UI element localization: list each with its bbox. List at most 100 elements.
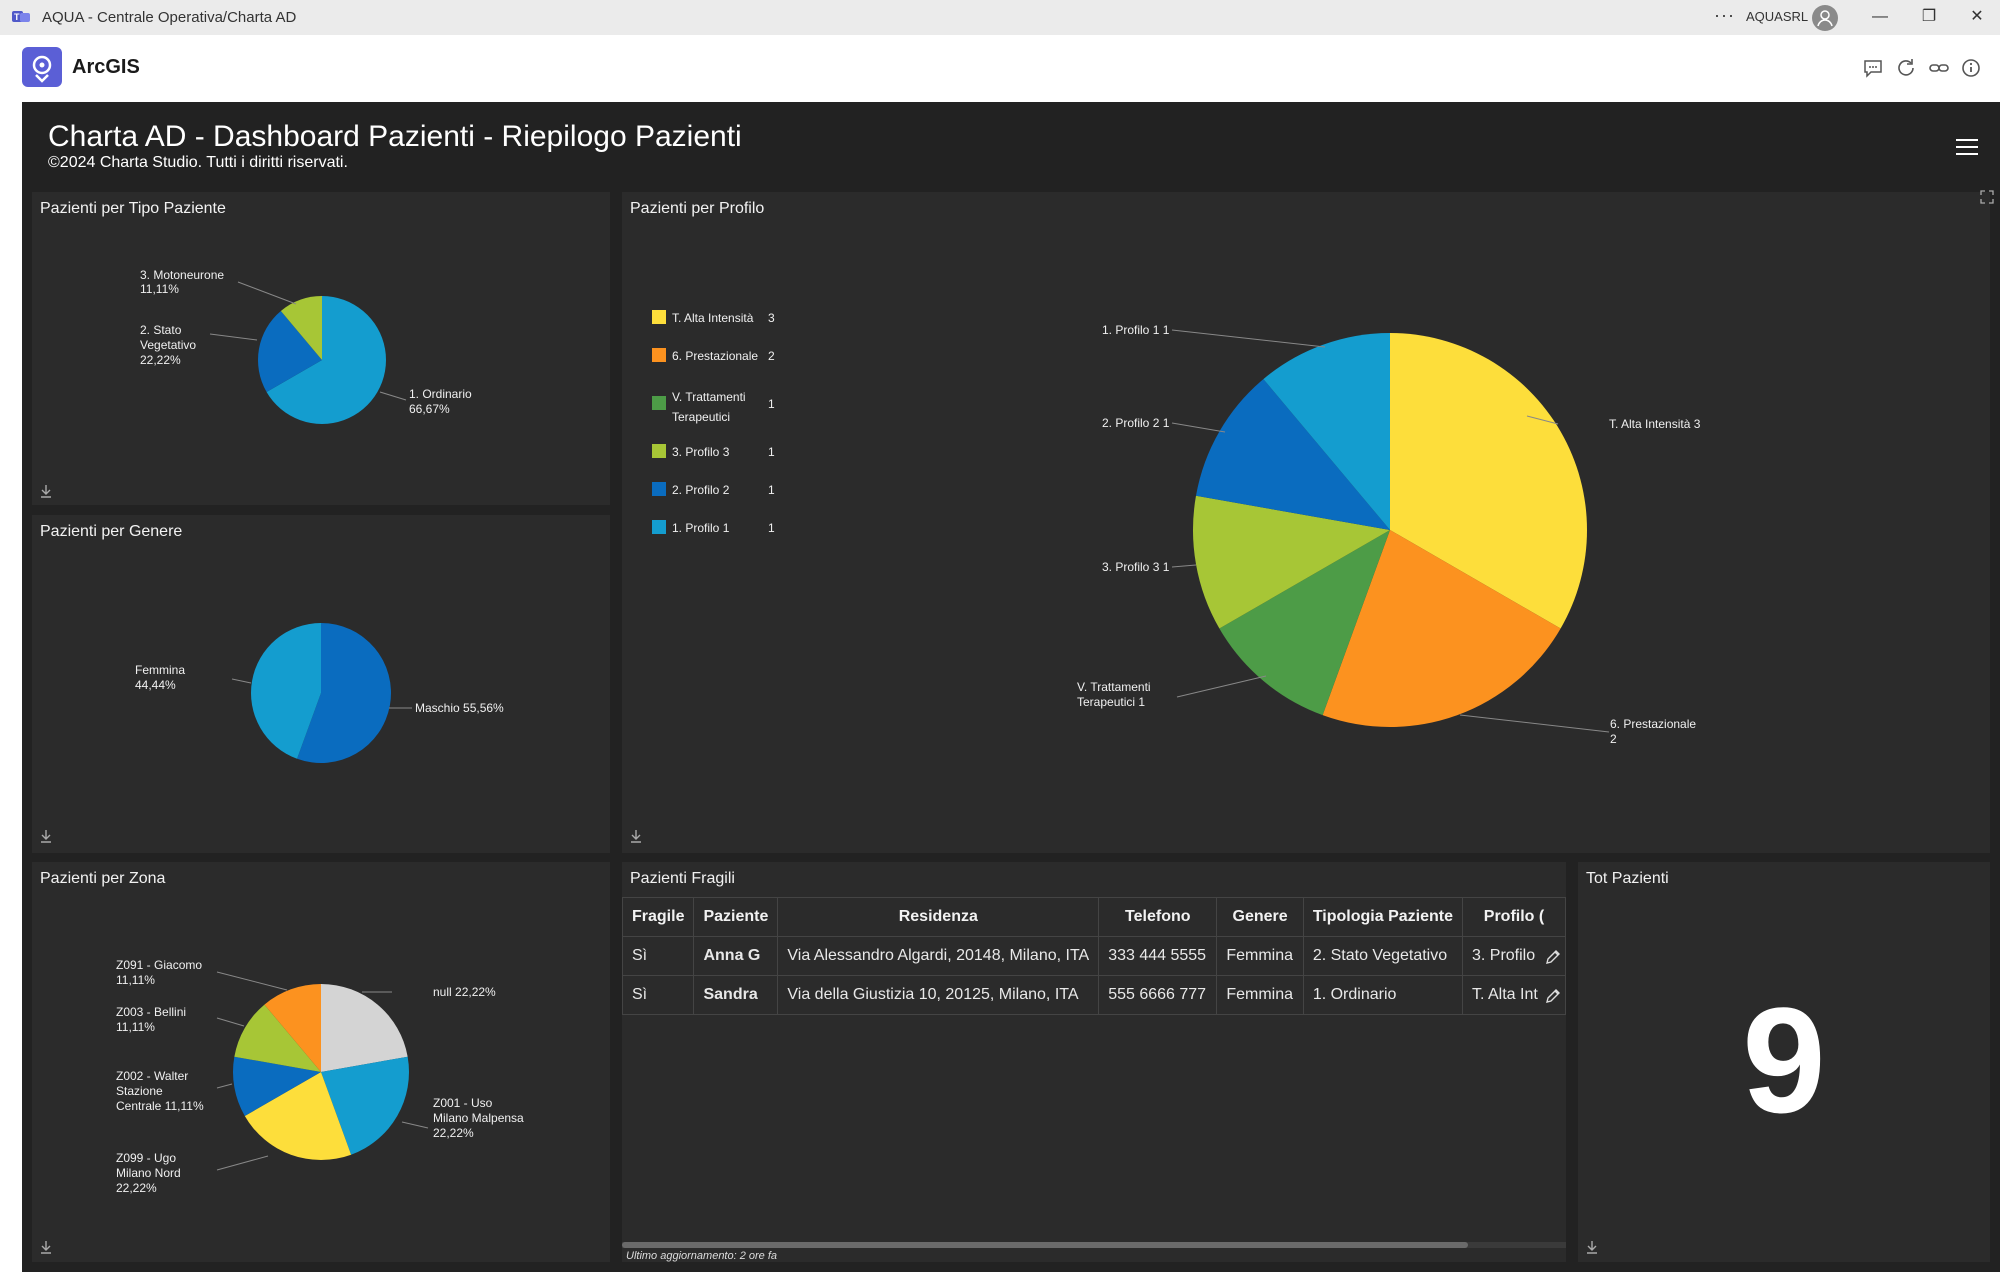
scrollbar-thumb[interactable]	[622, 1242, 1468, 1248]
pie-slice[interactable]	[297, 623, 392, 763]
info-icon[interactable]	[1960, 57, 1982, 79]
total-patients-value: 9	[1742, 976, 1826, 1144]
leader-line	[1171, 329, 1326, 348]
pie-slice[interactable]	[321, 1056, 409, 1155]
pie-slice[interactable]	[232, 1056, 321, 1116]
pie-label: 1. Ordinario 66,67%	[409, 387, 472, 416]
pie-slice[interactable]	[1219, 530, 1390, 716]
patients-table: Fragile Paziente Residenza Telefono Gene…	[622, 897, 1566, 1015]
pie-slice[interactable]	[258, 310, 322, 392]
window-title: AQUA - Centrale Operativa/Charta AD	[42, 9, 297, 26]
table-row[interactable]: Sì Anna G Via Alessandro Algardi, 20148,…	[622, 936, 1566, 976]
pie-slice[interactable]	[1390, 333, 1587, 629]
edit-pencil-icon[interactable]	[1545, 949, 1561, 965]
cell-genere: Femmina	[1216, 936, 1304, 976]
legend-item[interactable]: 2. Profilo 2 1	[652, 482, 775, 497]
pie-label: Femmina 44,44%	[135, 663, 185, 692]
pie-label: Z003 - Bellini 11,11%	[116, 1005, 186, 1034]
refresh-icon[interactable]	[1895, 57, 1917, 79]
link-icon[interactable]	[1928, 57, 1950, 79]
dashboard-subtitle: ©2024 Charta Studio. Tutti i diritti ris…	[48, 154, 348, 171]
pie-slice[interactable]	[1195, 379, 1390, 530]
legend-item[interactable]: V. Trattamenti Terapeutici 1	[652, 390, 775, 424]
pie-slice[interactable]	[251, 623, 321, 759]
legend-label: 6. Prestazionale	[672, 349, 758, 363]
column-header[interactable]: Fragile	[622, 897, 695, 937]
column-header[interactable]: Telefono	[1098, 897, 1218, 937]
cell-profilo-text: 3. Profilo	[1471, 947, 1536, 964]
download-icon[interactable]	[40, 829, 52, 843]
legend-swatch	[652, 482, 666, 496]
pie-label: Z001 - Uso Milano Malpensa 22,22%	[433, 1096, 524, 1140]
pie-slice[interactable]	[280, 296, 322, 360]
cell-paziente: Sandra	[693, 975, 779, 1015]
legend-count: 1	[768, 521, 775, 535]
cell-tipologia: 1. Ordinario	[1302, 975, 1463, 1015]
pie-slice[interactable]	[234, 1004, 321, 1072]
download-icon[interactable]	[1586, 1240, 1598, 1254]
pie-slice[interactable]	[321, 984, 408, 1072]
app-header: ArcGIS	[0, 35, 2000, 102]
column-header[interactable]: Paziente	[693, 897, 779, 937]
restore-button[interactable]: ❐	[1921, 8, 1937, 25]
legend-item[interactable]: 1. Profilo 1 1	[652, 520, 775, 535]
pie-slice[interactable]	[1322, 530, 1561, 727]
pie-slice[interactable]	[1263, 333, 1390, 530]
arcgis-logo-icon	[22, 47, 62, 87]
legend-count: 3	[768, 311, 775, 325]
leader-line	[237, 281, 297, 305]
column-header[interactable]: Profilo (	[1461, 897, 1566, 937]
chart-legend: T. Alta Intensità 3 6. Prestazionale 2 V. Tr…	[652, 310, 775, 535]
pie-label: Z099 - Ugo Milano Nord 22,22%	[116, 1151, 181, 1195]
column-header[interactable]: Tipologia Paziente	[1302, 897, 1463, 937]
pie-label: 3. Motoneurone 11,11%	[140, 268, 224, 296]
leader-line	[401, 1121, 429, 1129]
pie-label: 1. Profilo 1 1	[1102, 323, 1170, 337]
pie-label: null 22,22%	[433, 985, 496, 999]
leader-line	[1171, 422, 1226, 433]
pie-slice[interactable]	[266, 296, 386, 424]
cell-residenza: Via della Giustizia 10, 20125, Milano, I…	[777, 975, 1100, 1015]
leader-line	[209, 333, 258, 341]
cell-profilo: T. Alta Int	[1461, 975, 1566, 1015]
column-header[interactable]: Residenza	[777, 897, 1100, 937]
download-icon[interactable]	[630, 829, 642, 843]
more-options-button[interactable]: ···	[1714, 5, 1735, 25]
pie-slice[interactable]	[244, 1072, 352, 1160]
close-window-button[interactable]: ✕	[1970, 8, 1984, 25]
edit-pencil-icon[interactable]	[1545, 988, 1561, 1004]
legend-item[interactable]: 3. Profilo 3 1	[652, 444, 775, 459]
panel-zona: Pazienti per Zona	[32, 862, 610, 1262]
column-header[interactable]: Genere	[1216, 897, 1304, 937]
cell-paziente: Anna G	[693, 936, 779, 976]
pie-slice[interactable]	[264, 984, 321, 1072]
menu-icon[interactable]	[1956, 138, 1978, 156]
panel-pazienti-fragili: Pazienti Fragili Fragile Paziente Reside…	[622, 862, 1566, 1262]
chat-icon[interactable]	[1862, 57, 1884, 79]
minimize-button[interactable]: —	[1872, 8, 1888, 25]
pie-genere: Femmina 44,44% Maschio 55,56%	[135, 623, 504, 763]
cell-telefono: 555 6666 777	[1098, 975, 1218, 1015]
app-brand: ArcGIS	[72, 56, 140, 78]
legend-swatch	[652, 520, 666, 534]
pie-slice[interactable]	[1193, 495, 1390, 629]
cell-genere: Femmina	[1216, 975, 1304, 1015]
pie-label: Maschio 55,56%	[415, 701, 504, 715]
user-avatar-icon[interactable]	[1812, 5, 1838, 31]
svg-text:T: T	[14, 12, 20, 22]
fullscreen-icon[interactable]	[1980, 190, 1994, 204]
pie-label: V. Trattamenti Terapeutici 1	[1077, 680, 1151, 709]
pie-label: Z002 - Walter Stazione Centrale 11,11%	[116, 1069, 204, 1113]
horizontal-scrollbar[interactable]	[622, 1242, 1566, 1248]
teams-app-icon: T	[12, 11, 30, 22]
pie-label: Z091 - Giacomo 11,11%	[116, 958, 202, 987]
table-row[interactable]: Sì Sandra Via della Giustizia 10, 20125,…	[622, 975, 1566, 1015]
legend-item[interactable]: 6. Prestazionale 2	[652, 348, 775, 363]
legend-item[interactable]: T. Alta Intensità 3	[652, 310, 775, 325]
pie-label: 2. Stato Vegetativo 22,22%	[140, 323, 196, 367]
cell-telefono: 333 444 5555	[1098, 936, 1218, 976]
dashboard-title: Charta AD - Dashboard Pazienti - Riepilo…	[48, 120, 742, 153]
download-icon[interactable]	[40, 484, 52, 498]
pie-label: T. Alta Intensità 3	[1609, 417, 1701, 431]
download-icon[interactable]	[40, 1240, 52, 1254]
